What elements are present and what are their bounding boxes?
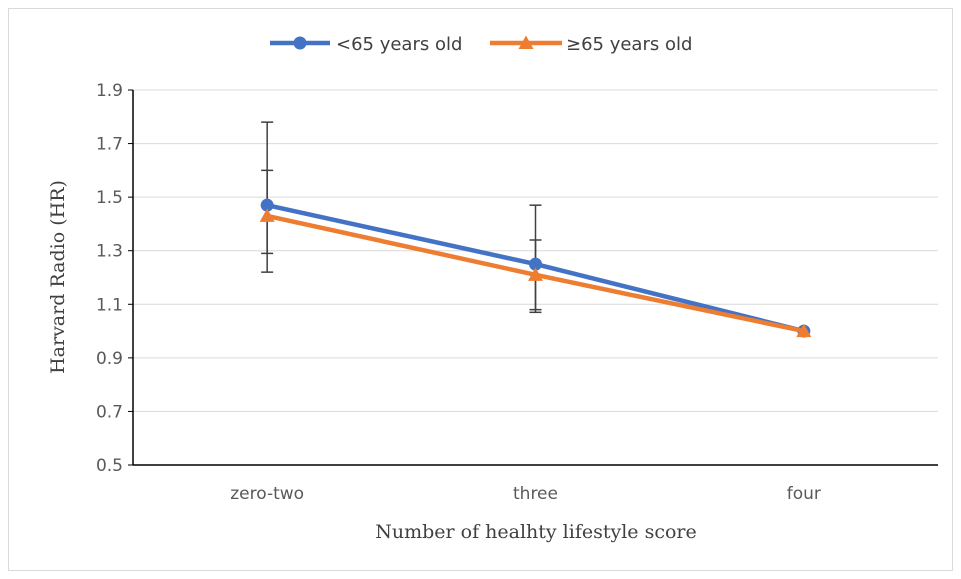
series-lines xyxy=(259,198,812,338)
data-point xyxy=(259,208,275,222)
y-axis-title: Harvard Radio (HR) xyxy=(47,180,69,374)
y-tick-label: 1.1 xyxy=(96,295,123,315)
data-point xyxy=(260,198,274,212)
y-tick-label: 1.3 xyxy=(96,242,123,262)
x-tick-label: three xyxy=(513,484,558,504)
legend-marker xyxy=(518,35,534,49)
y-tick-label: 1.7 xyxy=(96,135,123,155)
y-tick-label: 1.5 xyxy=(96,188,123,208)
y-tick-label: 0.9 xyxy=(96,349,123,369)
y-tick-label: 0.7 xyxy=(96,402,123,422)
x-tick-label: four xyxy=(787,484,821,504)
y-tick-label: 1.9 xyxy=(96,81,123,101)
data-point xyxy=(796,323,812,338)
tick-labels: 0.5 0.7 0.9 1.1 1.3 1.5 1.7 1.9 zero-two three fou… xyxy=(96,81,821,504)
legend-label: ≥65 years old xyxy=(566,34,692,55)
legend-label: <65 years old xyxy=(336,34,462,55)
x-axis-title: Number of healhty lifestyle score xyxy=(375,521,697,543)
data-point xyxy=(528,267,543,281)
legend-marker xyxy=(293,36,307,50)
error-bars xyxy=(261,121,542,314)
y-tick-label: 0.5 xyxy=(96,456,123,476)
data-point xyxy=(529,257,542,271)
legend: <65 years old ≥65 years old xyxy=(270,34,692,55)
chart-frame xyxy=(8,8,953,571)
axes xyxy=(128,89,938,466)
x-tick-label: zero-two xyxy=(230,484,304,504)
